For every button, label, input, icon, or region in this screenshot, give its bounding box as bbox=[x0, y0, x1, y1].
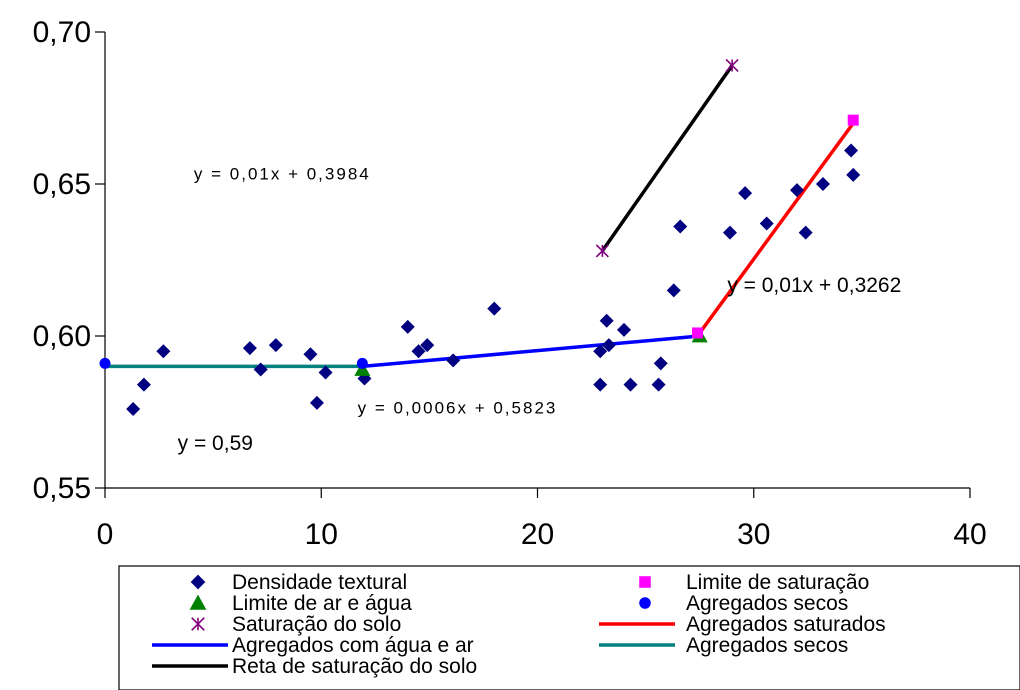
legend-marker bbox=[190, 574, 206, 590]
legend-marker bbox=[639, 576, 651, 588]
y-tick-label: 0,60 bbox=[33, 320, 91, 353]
data-point bbox=[790, 183, 804, 198]
x-tick-label: 40 bbox=[953, 518, 986, 551]
x-tick-label: 0 bbox=[97, 518, 114, 551]
trendline-equation: y = 0,59 bbox=[178, 432, 253, 455]
data-point bbox=[400, 319, 415, 334]
trendline-equation: y = 0,01x + 0,3262 bbox=[727, 274, 901, 297]
data-point bbox=[318, 365, 333, 380]
data-point bbox=[268, 338, 283, 353]
data-point bbox=[253, 362, 268, 377]
legend-label: Limite de ar e água bbox=[232, 592, 412, 615]
series-line bbox=[362, 334, 700, 369]
data-point bbox=[99, 357, 111, 369]
data-point bbox=[653, 356, 668, 371]
legend-label: Agregados secos bbox=[686, 592, 848, 615]
data-point bbox=[617, 322, 631, 337]
data-point bbox=[601, 338, 616, 353]
legend-label: Saturação do solo bbox=[232, 613, 401, 636]
data-point bbox=[844, 143, 859, 158]
legend-label: Agregados com água e ar bbox=[232, 634, 474, 657]
data-point bbox=[847, 114, 859, 126]
data-point bbox=[136, 377, 151, 392]
series-line bbox=[698, 122, 855, 334]
trendline-equation: y = 0,0006x + 0,5823 bbox=[358, 399, 558, 418]
y-tick-label: 0,70 bbox=[33, 16, 91, 49]
data-point bbox=[759, 216, 774, 231]
legend: Densidade textural Limite de saturação Lim… bbox=[118, 565, 1020, 690]
data-point bbox=[815, 177, 830, 191]
data-point bbox=[595, 244, 609, 258]
legend-label: Limite de saturação bbox=[686, 571, 869, 594]
equation-annotations: y = 0,01x + 0,3984 y = 0,01x + 0,3262 y = … bbox=[178, 164, 902, 455]
legend-marker bbox=[191, 617, 205, 631]
series-line bbox=[600, 64, 734, 252]
trendline-equation: y = 0,01x + 0,3984 bbox=[194, 164, 371, 183]
y-tick-label: 0,65 bbox=[33, 168, 91, 201]
legend-label: Agregados saturados bbox=[686, 613, 886, 636]
data-point bbox=[593, 344, 608, 359]
data-point bbox=[446, 353, 461, 368]
data-point bbox=[303, 347, 318, 362]
trend-lines bbox=[105, 64, 855, 369]
data-point bbox=[356, 357, 368, 369]
data-point bbox=[309, 395, 324, 410]
x-tick-label: 30 bbox=[737, 518, 770, 551]
legend-marker bbox=[189, 594, 207, 610]
data-points bbox=[99, 58, 861, 416]
data-point bbox=[738, 186, 753, 201]
legend-label: Reta de saturação do solo bbox=[232, 655, 477, 678]
x-tick-label: 10 bbox=[305, 518, 338, 551]
data-point bbox=[725, 58, 739, 73]
data-point bbox=[156, 344, 171, 359]
data-point bbox=[593, 377, 608, 392]
data-point bbox=[599, 313, 614, 328]
data-point bbox=[798, 225, 813, 240]
data-point bbox=[651, 377, 666, 392]
data-point bbox=[420, 338, 435, 353]
chart-axes: 0,55 0,60 0,65 0,70 0 10 20 30 40 bbox=[33, 16, 987, 551]
data-point bbox=[666, 283, 681, 298]
legend-label: Agregados secos bbox=[686, 634, 848, 657]
data-point bbox=[692, 327, 704, 339]
legend-label: Densidade textural bbox=[232, 571, 407, 594]
data-point bbox=[242, 341, 257, 356]
x-tick-label: 20 bbox=[521, 518, 554, 551]
y-tick-label: 0,55 bbox=[33, 472, 91, 505]
data-point bbox=[411, 344, 426, 359]
legend-box bbox=[118, 565, 1020, 690]
legend-marker bbox=[639, 597, 651, 609]
data-point bbox=[623, 377, 638, 392]
data-point bbox=[722, 225, 737, 240]
data-point bbox=[126, 401, 141, 416]
data-point bbox=[846, 167, 861, 182]
data-point bbox=[487, 301, 502, 316]
data-point bbox=[673, 219, 688, 234]
